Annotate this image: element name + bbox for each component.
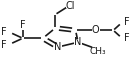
Text: N: N xyxy=(54,42,62,52)
FancyBboxPatch shape xyxy=(1,42,7,47)
Text: F: F xyxy=(124,17,130,27)
Text: Cl: Cl xyxy=(66,1,75,11)
Text: F: F xyxy=(1,27,7,37)
Text: F: F xyxy=(20,20,25,30)
FancyBboxPatch shape xyxy=(124,20,130,25)
FancyBboxPatch shape xyxy=(20,22,26,27)
Text: F: F xyxy=(1,40,7,50)
FancyBboxPatch shape xyxy=(93,49,104,55)
FancyBboxPatch shape xyxy=(124,36,130,41)
Text: CH₃: CH₃ xyxy=(90,47,106,56)
Text: F: F xyxy=(124,33,130,43)
Text: N: N xyxy=(74,37,82,47)
FancyBboxPatch shape xyxy=(66,3,76,8)
FancyBboxPatch shape xyxy=(92,28,99,33)
FancyBboxPatch shape xyxy=(1,30,7,34)
FancyBboxPatch shape xyxy=(74,39,82,45)
FancyBboxPatch shape xyxy=(54,44,62,50)
Text: O: O xyxy=(92,25,99,35)
